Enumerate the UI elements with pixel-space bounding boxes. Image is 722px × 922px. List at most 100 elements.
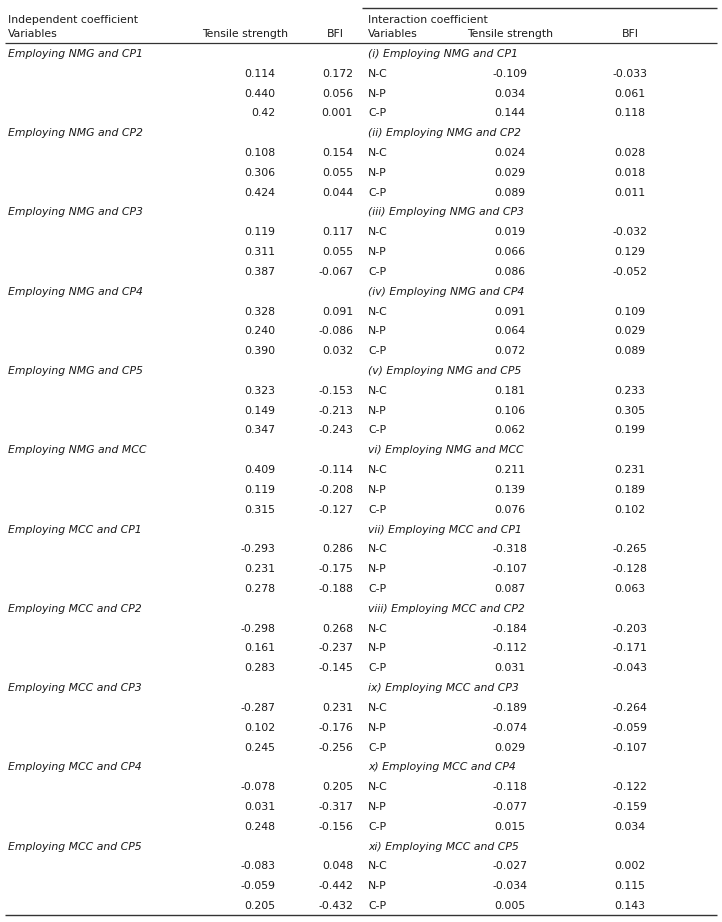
Text: Employing NMG and CP2: Employing NMG and CP2	[8, 128, 143, 138]
Text: C-P: C-P	[368, 425, 386, 435]
Text: 0.066: 0.066	[495, 247, 526, 257]
Text: N-P: N-P	[368, 168, 387, 178]
Text: 0.231: 0.231	[614, 465, 645, 475]
Text: 0.189: 0.189	[614, 485, 645, 495]
Text: 0.086: 0.086	[495, 266, 526, 277]
Text: 0.149: 0.149	[244, 406, 275, 416]
Text: -0.203: -0.203	[612, 623, 648, 633]
Text: -0.059: -0.059	[240, 881, 275, 892]
Text: 0.064: 0.064	[495, 326, 526, 337]
Text: 0.034: 0.034	[495, 89, 526, 99]
Text: 0.005: 0.005	[495, 901, 526, 911]
Text: 0.089: 0.089	[495, 188, 526, 197]
Text: -0.287: -0.287	[240, 703, 275, 713]
Text: 0.315: 0.315	[244, 504, 275, 514]
Text: -0.034: -0.034	[492, 881, 528, 892]
Text: 0.029: 0.029	[495, 742, 526, 752]
Text: 0.161: 0.161	[244, 644, 275, 654]
Text: -0.077: -0.077	[492, 802, 528, 812]
Text: N-P: N-P	[368, 644, 387, 654]
Text: 0.114: 0.114	[244, 69, 275, 78]
Text: -0.032: -0.032	[612, 227, 648, 237]
Text: 0.231: 0.231	[322, 703, 353, 713]
Text: -0.074: -0.074	[492, 723, 528, 733]
Text: -0.086: -0.086	[318, 326, 353, 337]
Text: -0.184: -0.184	[492, 623, 528, 633]
Text: -0.033: -0.033	[612, 69, 648, 78]
Text: Employing MCC and CP4: Employing MCC and CP4	[8, 762, 142, 773]
Text: -0.208: -0.208	[318, 485, 353, 495]
Text: 0.440: 0.440	[244, 89, 275, 99]
Text: 0.089: 0.089	[614, 346, 645, 356]
Text: 0.154: 0.154	[322, 148, 353, 158]
Text: 0.048: 0.048	[322, 861, 353, 871]
Text: -0.175: -0.175	[318, 564, 353, 574]
Text: (i) Employing NMG and CP1: (i) Employing NMG and CP1	[368, 49, 518, 59]
Text: N-C: N-C	[368, 306, 388, 316]
Text: 0.248: 0.248	[244, 822, 275, 832]
Text: -0.107: -0.107	[612, 742, 648, 752]
Text: viii) Employing MCC and CP2: viii) Employing MCC and CP2	[368, 604, 525, 614]
Text: 0.102: 0.102	[614, 504, 645, 514]
Text: 0.031: 0.031	[495, 663, 526, 673]
Text: 0.002: 0.002	[614, 861, 645, 871]
Text: N-P: N-P	[368, 802, 387, 812]
Text: Variables: Variables	[8, 29, 58, 39]
Text: Employing NMG and CP5: Employing NMG and CP5	[8, 366, 143, 376]
Text: 0.028: 0.028	[614, 148, 645, 158]
Text: Employing NMG and CP4: Employing NMG and CP4	[8, 287, 143, 297]
Text: C-P: C-P	[368, 504, 386, 514]
Text: 0.283: 0.283	[244, 663, 275, 673]
Text: 0.311: 0.311	[244, 247, 275, 257]
Text: N-P: N-P	[368, 247, 387, 257]
Text: 0.062: 0.062	[495, 425, 526, 435]
Text: -0.109: -0.109	[492, 69, 528, 78]
Text: N-P: N-P	[368, 723, 387, 733]
Text: Interaction coefficient: Interaction coefficient	[368, 15, 488, 25]
Text: 0.019: 0.019	[495, 227, 526, 237]
Text: N-C: N-C	[368, 544, 388, 554]
Text: N-P: N-P	[368, 406, 387, 416]
Text: 0.001: 0.001	[322, 109, 353, 118]
Text: 0.424: 0.424	[244, 188, 275, 197]
Text: 0.409: 0.409	[244, 465, 275, 475]
Text: 0.245: 0.245	[244, 742, 275, 752]
Text: Variables: Variables	[368, 29, 418, 39]
Text: 0.018: 0.018	[614, 168, 645, 178]
Text: (iii) Employing NMG and CP3: (iii) Employing NMG and CP3	[368, 207, 524, 218]
Text: -0.153: -0.153	[318, 385, 353, 396]
Text: -0.264: -0.264	[612, 703, 648, 713]
Text: -0.107: -0.107	[492, 564, 528, 574]
Text: 0.106: 0.106	[495, 406, 526, 416]
Text: N-P: N-P	[368, 485, 387, 495]
Text: N-C: N-C	[368, 861, 388, 871]
Text: 0.029: 0.029	[614, 326, 645, 337]
Text: ix) Employing MCC and CP3: ix) Employing MCC and CP3	[368, 683, 518, 693]
Text: -0.043: -0.043	[612, 663, 648, 673]
Text: C-P: C-P	[368, 742, 386, 752]
Text: 0.087: 0.087	[495, 584, 526, 594]
Text: -0.176: -0.176	[318, 723, 353, 733]
Text: -0.243: -0.243	[318, 425, 353, 435]
Text: -0.298: -0.298	[240, 623, 275, 633]
Text: Employing NMG and CP3: Employing NMG and CP3	[8, 207, 143, 218]
Text: Employing MCC and CP2: Employing MCC and CP2	[8, 604, 142, 614]
Text: -0.112: -0.112	[492, 644, 528, 654]
Text: 0.181: 0.181	[495, 385, 526, 396]
Text: 0.129: 0.129	[614, 247, 645, 257]
Text: -0.127: -0.127	[318, 504, 353, 514]
Text: -0.213: -0.213	[318, 406, 353, 416]
Text: Employing MCC and CP3: Employing MCC and CP3	[8, 683, 142, 693]
Text: Independent coefficient: Independent coefficient	[8, 15, 138, 25]
Text: 0.029: 0.029	[495, 168, 526, 178]
Text: 0.032: 0.032	[322, 346, 353, 356]
Text: 0.233: 0.233	[614, 385, 645, 396]
Text: N-P: N-P	[368, 881, 387, 892]
Text: N-C: N-C	[368, 227, 388, 237]
Text: N-C: N-C	[368, 385, 388, 396]
Text: Employing NMG and CP1: Employing NMG and CP1	[8, 49, 143, 59]
Text: N-C: N-C	[368, 69, 388, 78]
Text: -0.128: -0.128	[612, 564, 648, 574]
Text: 0.143: 0.143	[614, 901, 645, 911]
Text: 0.387: 0.387	[244, 266, 275, 277]
